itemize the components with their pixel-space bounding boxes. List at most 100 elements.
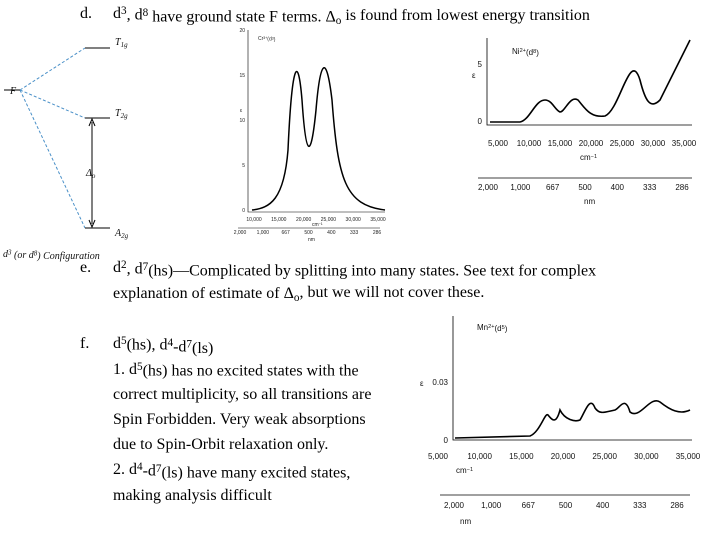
item-text: correct multiplicity, so all transitions… xyxy=(113,386,371,403)
x-tick-label: 20,000 xyxy=(579,139,604,148)
text-run: , but we will not cover these. xyxy=(300,284,485,301)
text-run: o xyxy=(92,172,96,180)
nm-tick-label: 333 xyxy=(633,501,647,510)
x-tick-label: 15,000 xyxy=(509,452,534,461)
levels xyxy=(4,47,110,229)
spectrum-title: Mn2+(d5) xyxy=(477,323,508,334)
x-tick-label: 35,000 xyxy=(370,217,386,223)
item-text: making analysis difficult xyxy=(113,487,272,504)
text-run: 8 xyxy=(34,250,38,258)
text-run: 7 xyxy=(143,261,149,273)
text-run: making analysis difficult xyxy=(113,487,272,504)
text-run: d xyxy=(3,249,9,260)
spectrum-title: Ni2+(d8) xyxy=(512,47,539,58)
text-run: T xyxy=(115,37,122,48)
nm-tick-label: 400 xyxy=(327,230,336,236)
text-run: 2 xyxy=(121,259,127,271)
nm-tick-label: 1,000 xyxy=(257,230,270,236)
text-run: 4 xyxy=(167,337,173,349)
x-tick-label: 30,000 xyxy=(641,139,666,148)
x-tick-label: 35,000 xyxy=(672,139,697,148)
text-run: d xyxy=(113,259,121,276)
text-run: correct multiplicity, so all transitions… xyxy=(113,386,371,403)
x-tick-label: 25,000 xyxy=(610,139,635,148)
text-run: 1g xyxy=(121,41,129,49)
arrow-heads xyxy=(88,117,96,229)
text-run: 3 xyxy=(7,249,12,257)
x-axis-unit: cm−1 xyxy=(456,466,473,475)
energy-diagram xyxy=(19,47,86,229)
text-run: 5 xyxy=(121,335,127,347)
connector xyxy=(19,89,86,229)
nm-tick-label: 333 xyxy=(350,230,359,236)
item-text: explanation of estimate of Δo, but we wi… xyxy=(113,284,484,304)
nm-tick-label: 2,000 xyxy=(444,501,465,510)
text-run: cm xyxy=(456,466,467,475)
axes xyxy=(247,30,385,213)
y-tick-label: 10 xyxy=(239,118,245,124)
ni-spectrum xyxy=(478,38,692,179)
text-run: -d xyxy=(173,338,186,355)
text-run: , d xyxy=(127,261,143,278)
nm-tick-label: 333 xyxy=(643,183,657,192)
text-run: (hs)—Complicated by splitting into many … xyxy=(148,262,596,279)
nm-tick-label: 400 xyxy=(596,501,610,510)
text-run: 2g xyxy=(121,232,129,240)
y-tick-label: 0 xyxy=(242,208,245,214)
nm-tick-label: 286 xyxy=(675,183,689,192)
nm-tick-label: 500 xyxy=(559,501,573,510)
text-run: -d xyxy=(143,463,156,480)
x-tick-label: 20,000 xyxy=(296,217,312,223)
x-tick-label: 5,000 xyxy=(428,452,449,461)
item-text: 1. d5(hs) has no excited states with the xyxy=(113,361,359,380)
text-run: , d xyxy=(127,7,143,24)
x-tick-label: 15,000 xyxy=(548,139,573,148)
axes xyxy=(486,38,692,126)
item-text: 2. d4-d7(ls) have many excited states, xyxy=(113,461,350,481)
x-tick-label: 20,000 xyxy=(551,452,576,461)
text-run: −1 xyxy=(591,154,597,160)
x-tick-label: 30,000 xyxy=(634,452,659,461)
text-run: (or d xyxy=(12,250,35,261)
nm-tick-label: 1,000 xyxy=(510,183,531,192)
text-run: 2+ xyxy=(520,48,526,54)
item-text: d5(hs), d4-d7(ls) xyxy=(113,335,213,357)
text-run: d xyxy=(113,5,121,22)
nm-tick-label: 500 xyxy=(304,230,313,236)
text-run: 5 xyxy=(137,361,143,373)
x-tick-label: 5,000 xyxy=(488,139,509,148)
text-run: 4 xyxy=(137,461,143,473)
level-label: A2g xyxy=(114,228,129,240)
text-run: cm xyxy=(580,153,591,162)
item-text: d3, d8 have ground state F terms. Δo is … xyxy=(113,5,590,27)
nm-axis-unit: nm xyxy=(460,517,471,526)
nm-tick-label: 667 xyxy=(522,501,536,510)
text-run: 8 xyxy=(533,49,536,55)
nm-tick-label: 1,000 xyxy=(481,501,502,510)
text-run: T xyxy=(115,108,122,119)
y-tick-label: 0 xyxy=(444,436,449,445)
item-text: Spin Forbidden. Very weak absorptions xyxy=(113,411,366,428)
text-run: 3 xyxy=(121,5,127,17)
level-label: T2g xyxy=(115,108,128,120)
item-text: due to Spin-Orbit relaxation only. xyxy=(113,436,328,453)
x-tick-label: 35,000 xyxy=(676,452,701,461)
text-run: (d xyxy=(526,48,533,57)
y-tick-label: 0.03 xyxy=(432,378,448,387)
text-run: explanation of estimate of Δ xyxy=(113,285,294,302)
text-run: cm xyxy=(312,222,319,228)
y-tick-label: 0 xyxy=(478,117,483,126)
nm-axis-unit: nm xyxy=(308,237,315,243)
gap-label: Δo xyxy=(85,168,96,180)
cr-spectrum xyxy=(238,30,386,229)
text-run: Mn xyxy=(477,323,488,332)
y-axis-label: ε xyxy=(240,108,243,114)
text-run: Ni xyxy=(512,47,520,56)
nm-axis-unit: nm xyxy=(584,197,595,206)
diagram-caption: d3 (or d8) Configuration xyxy=(3,249,100,263)
text-run: Spin Forbidden. Very weak absorptions xyxy=(113,411,366,428)
text-run: 3+ xyxy=(263,36,267,40)
nm-tick-label: 2,000 xyxy=(478,183,499,192)
connector xyxy=(19,89,86,119)
x-tick-label: 25,000 xyxy=(592,452,617,461)
